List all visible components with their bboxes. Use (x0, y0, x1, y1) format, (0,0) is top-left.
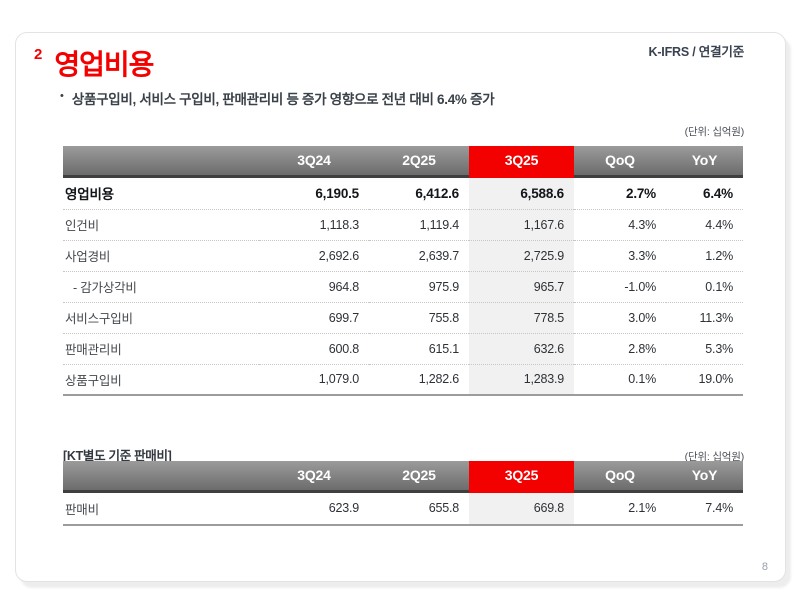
cell-3q24: 2,692.6 (259, 239, 369, 271)
bullet-dot-icon: • (60, 90, 64, 102)
cell-qoq: 0.1% (574, 363, 666, 395)
cell-3q24: 964.8 (259, 270, 369, 302)
table-row: 상품구입비 1,079.0 1,282.6 1,283.9 0.1% 19.0% (63, 363, 743, 395)
cell-yoy: 6.4% (703, 185, 733, 201)
cell-yoy: 0.1% (666, 270, 743, 302)
cell-qoq: 2.8% (574, 332, 666, 364)
table-row: 판매관리비 600.8 615.1 632.6 2.8% 5.3% (63, 332, 743, 364)
table-row: 인건비 1,118.3 1,119.4 1,167.6 4.3% 4.4% (63, 208, 743, 240)
col-header-3q25: 3Q25 (469, 146, 574, 178)
cell-yoy: 5.3% (666, 332, 743, 364)
cell-qoq: 4.3% (574, 208, 666, 240)
cell-2q25: 1,119.4 (369, 208, 469, 240)
col-header-qoq: QoQ (574, 146, 666, 178)
cell-yoy: 7.4% (705, 501, 733, 516)
col-header-3q24: 3Q24 (259, 146, 369, 178)
col-header-3q24: 3Q24 (259, 461, 369, 493)
table-row: 판매비 623.9 655.8 669.8 2.1% 7.4% (63, 491, 743, 525)
cell-3q24: 600.8 (259, 332, 369, 364)
cell-3q25: 6,588.6 (469, 176, 574, 209)
cell-3q25: 2,725.9 (469, 239, 574, 271)
col-header-blank (63, 146, 259, 178)
cell-3q25: 632.6 (469, 332, 574, 364)
cell-2q25: 975.9 (369, 270, 469, 302)
page-number: 8 (761, 561, 768, 573)
unit-label-main: (단위: 십억원) (684, 126, 745, 138)
summary-bullet-text: 상품구입비, 서비스 구입비, 판매관리비 등 증가 영향으로 전년 대비 6.… (71, 92, 495, 107)
cell-2q25: 615.1 (369, 332, 469, 364)
row-label: 영업비용 (65, 187, 114, 202)
cell-3q24: 699.7 (259, 301, 369, 333)
cell-2q25: 6,412.6 (415, 185, 459, 201)
cell-2q25: 655.8 (428, 501, 459, 516)
row-label: 상품구입비 (63, 363, 259, 395)
row-label: 서비스구입비 (63, 301, 259, 333)
secondary-table-title: [KT별도 기준 판매비] (63, 449, 172, 463)
page-title-row: 2 영업비용 (34, 43, 154, 83)
cell-qoq: -1.0% (574, 270, 666, 302)
cell-3q25: 778.5 (469, 301, 574, 333)
table-row: - 감가상각비 964.8 975.9 965.7 -1.0% 0.1% (63, 270, 743, 302)
cell-3q24: 623.9 (328, 501, 359, 516)
row-label: 판매관리비 (63, 332, 259, 364)
cell-qoq: 3.0% (574, 301, 666, 333)
row-label: 사업경비 (63, 239, 259, 271)
cell-qoq: 3.3% (574, 239, 666, 271)
cell-qoq: 2.1% (628, 501, 656, 516)
operating-expenses-table: 3Q24 2Q25 3Q25 QoQ YoY 영업비용 6,190.5 6,412.6 6,58… (63, 146, 743, 396)
operating-expenses-table-wrap: 3Q24 2Q25 3Q25 QoQ YoY 영업비용 6,190.5 6,412.6 6,58… (63, 146, 743, 396)
table-row: 영업비용 6,190.5 6,412.6 6,588.6 2.7% 6.4% (63, 176, 743, 209)
cell-qoq: 2.7% (626, 185, 656, 201)
cell-2q25: 755.8 (369, 301, 469, 333)
cell-3q24: 1,118.3 (259, 208, 369, 240)
table-row: 서비스구입비 699.7 755.8 778.5 3.0% 11.3% (63, 301, 743, 333)
cell-3q25: 1,167.6 (469, 208, 574, 240)
table-header-row: 3Q24 2Q25 3Q25 QoQ YoY (63, 461, 743, 493)
cell-yoy: 11.3% (666, 301, 743, 333)
table-header-row: 3Q24 2Q25 3Q25 QoQ YoY (63, 146, 743, 178)
row-label: 판매비 (65, 502, 99, 517)
col-header-qoq: QoQ (574, 461, 666, 493)
cell-3q25: 965.7 (469, 270, 574, 302)
col-header-yoy: YoY (666, 461, 743, 493)
section-number: 2 (34, 46, 43, 63)
unit-label-secondary: (단위: 십억원) (684, 451, 745, 463)
table-row: 사업경비 2,692.6 2,639.7 2,725.9 3.3% 1.2% (63, 239, 743, 271)
cell-yoy: 1.2% (666, 239, 743, 271)
cell-3q25: 1,283.9 (469, 363, 574, 395)
accounting-standard-label: K-IFRS / 연결기준 (648, 45, 745, 59)
col-header-2q25: 2Q25 (369, 461, 469, 493)
cell-yoy: 19.0% (666, 363, 743, 395)
col-header-3q25: 3Q25 (469, 461, 574, 493)
col-header-yoy: YoY (666, 146, 743, 178)
col-header-blank (63, 461, 259, 493)
cell-yoy: 4.4% (666, 208, 743, 240)
cell-3q24: 6,190.5 (315, 185, 359, 201)
col-header-2q25: 2Q25 (369, 146, 469, 178)
row-label: - 감가상각비 (63, 270, 259, 302)
summary-bullet: • 상품구입비, 서비스 구입비, 판매관리비 등 증가 영향으로 전년 대비 … (60, 88, 495, 108)
cell-2q25: 1,282.6 (369, 363, 469, 395)
cell-2q25: 2,639.7 (369, 239, 469, 271)
kt-standalone-table: 3Q24 2Q25 3Q25 QoQ YoY 판매비 623.9 655.8 669.8 2.1%… (63, 461, 743, 526)
cell-3q24: 1,079.0 (259, 363, 369, 395)
row-label: 인건비 (63, 208, 259, 240)
cell-3q25: 669.8 (469, 491, 574, 525)
slide-card: K-IFRS / 연결기준 2 영업비용 • 상품구입비, 서비스 구입비, 판… (15, 32, 786, 582)
page-title: 영업비용 (54, 49, 154, 80)
kt-standalone-table-wrap: 3Q24 2Q25 3Q25 QoQ YoY 판매비 623.9 655.8 669.8 2.1%… (63, 461, 743, 526)
